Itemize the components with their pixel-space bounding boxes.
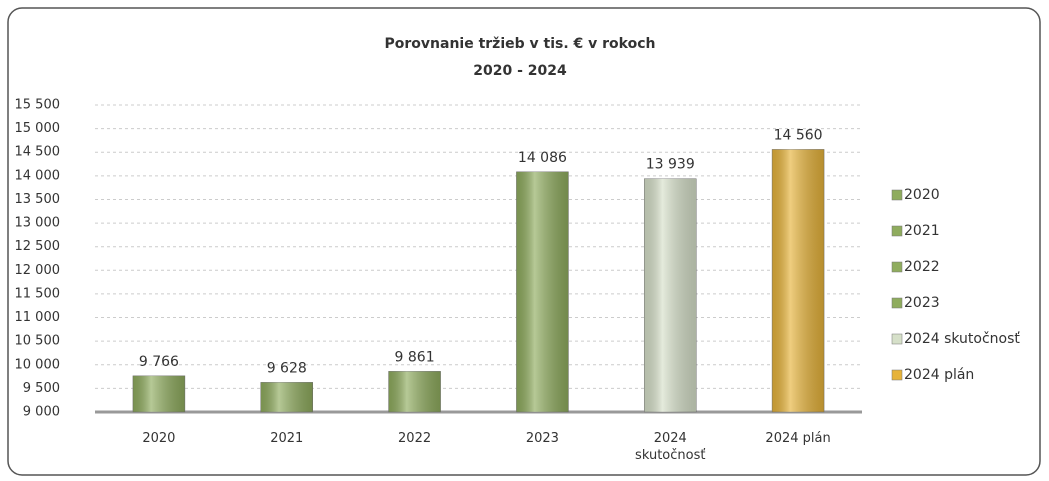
y-tick-label: 13 500 bbox=[15, 192, 61, 207]
x-tick-label: 2020 bbox=[142, 431, 176, 446]
legend-label: 2024 plán bbox=[904, 367, 974, 383]
y-tick-label: 14 500 bbox=[15, 145, 61, 160]
value-label: 14 086 bbox=[518, 150, 567, 166]
legend-swatch bbox=[891, 297, 903, 309]
legend-label: 2021 bbox=[904, 223, 940, 239]
y-tick-label: 10 000 bbox=[15, 357, 61, 372]
value-label: 9 766 bbox=[139, 354, 179, 370]
y-tick-label: 12 000 bbox=[15, 263, 61, 278]
x-tick-label: 2022 bbox=[398, 431, 432, 446]
y-tick-label: 15 000 bbox=[15, 121, 61, 136]
value-label: 9 861 bbox=[395, 349, 435, 365]
bar bbox=[516, 171, 569, 413]
value-label: 14 560 bbox=[774, 127, 823, 143]
y-tick-label: 10 500 bbox=[15, 334, 61, 349]
legend-swatch bbox=[891, 369, 903, 381]
bar bbox=[260, 382, 313, 413]
value-label: 13 939 bbox=[646, 157, 695, 173]
legend-label: 2020 bbox=[904, 187, 940, 203]
bar bbox=[388, 371, 441, 413]
y-tick-label: 15 500 bbox=[15, 98, 61, 113]
y-tick-label: 9 500 bbox=[23, 381, 60, 396]
y-tick-label: 11 500 bbox=[15, 286, 61, 301]
legend-swatch bbox=[891, 333, 903, 345]
chart-subtitle: 2020 - 2024 bbox=[473, 63, 567, 79]
legend-swatch bbox=[891, 189, 903, 201]
chart-title: Porovnanie tržieb v tis. € v rokoch bbox=[385, 36, 656, 52]
bar bbox=[132, 375, 186, 413]
y-tick-label: 12 500 bbox=[15, 239, 61, 254]
value-label: 9 628 bbox=[267, 360, 307, 376]
y-tick-label: 13 000 bbox=[15, 216, 61, 231]
y-tick-label: 9 000 bbox=[23, 405, 60, 420]
legend-label: 2023 bbox=[904, 295, 940, 311]
x-tick-label: 2023 bbox=[525, 431, 559, 446]
x-tick-label: 2021 bbox=[270, 431, 304, 446]
legend-swatch bbox=[891, 225, 903, 237]
legend-label: 2024 skutočnosť bbox=[904, 331, 1020, 347]
bar bbox=[644, 178, 697, 413]
y-tick-label: 14 000 bbox=[15, 168, 61, 183]
legend-swatch bbox=[891, 261, 903, 273]
x-tick-label: 2024 skutočnosť bbox=[635, 431, 706, 463]
legend-label: 2022 bbox=[904, 259, 940, 275]
x-tick-label: 2024 plán bbox=[765, 431, 831, 446]
bar bbox=[771, 149, 825, 413]
y-tick-label: 11 000 bbox=[15, 310, 61, 325]
